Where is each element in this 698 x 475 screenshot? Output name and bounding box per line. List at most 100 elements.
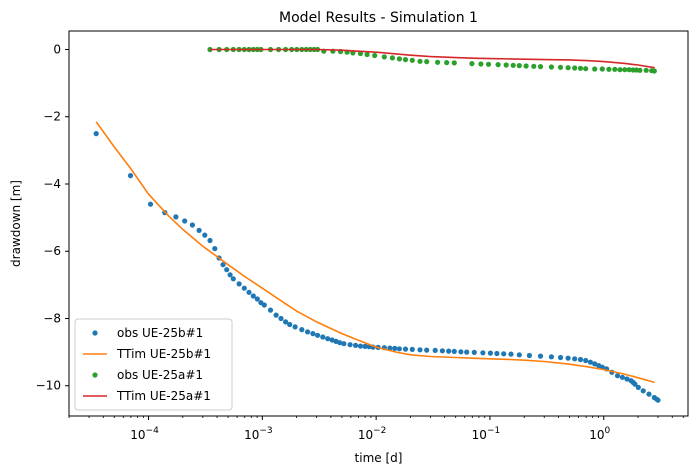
data-point bbox=[402, 346, 409, 352]
data-point bbox=[241, 285, 247, 291]
x-tick-label: 10−2 bbox=[358, 426, 387, 442]
data-point bbox=[357, 343, 364, 349]
data-point bbox=[587, 359, 594, 365]
data-point bbox=[495, 62, 501, 68]
data-point bbox=[622, 67, 628, 73]
data-point bbox=[577, 356, 584, 363]
data-point bbox=[353, 342, 359, 348]
data-point bbox=[537, 353, 544, 359]
y-tick-label: −6 bbox=[43, 244, 61, 258]
data-point bbox=[320, 334, 326, 340]
data-point bbox=[299, 327, 305, 333]
data-point bbox=[469, 61, 475, 67]
data-point bbox=[224, 267, 230, 273]
legend-label: obs UE-25a#1 bbox=[117, 368, 203, 382]
data-point bbox=[93, 131, 99, 137]
data-point bbox=[606, 66, 612, 72]
data-point bbox=[389, 55, 395, 61]
data-point bbox=[577, 65, 584, 71]
data-point bbox=[599, 66, 605, 72]
data-point bbox=[480, 350, 486, 356]
x-tick-label: 100 bbox=[589, 426, 610, 442]
data-point bbox=[417, 58, 423, 64]
legend-box bbox=[74, 318, 233, 411]
legend-item: TTim UE-25a#1 bbox=[83, 389, 211, 403]
data-point bbox=[592, 361, 598, 367]
data-point bbox=[446, 348, 452, 354]
data-point bbox=[292, 324, 298, 330]
data-point bbox=[261, 302, 267, 308]
data-point bbox=[464, 349, 470, 355]
data-point bbox=[182, 218, 188, 224]
data-point bbox=[435, 59, 441, 65]
data-point bbox=[626, 67, 632, 73]
series-line bbox=[210, 48, 655, 69]
legend-label: TTim UE-25a#1 bbox=[116, 389, 211, 403]
x-tick-label: 10−3 bbox=[244, 426, 273, 442]
data-point bbox=[278, 315, 284, 322]
data-point bbox=[341, 341, 347, 347]
chart-title: Model Results - Simulation 1 bbox=[279, 10, 478, 26]
y-tick-label: −2 bbox=[43, 110, 61, 124]
data-point bbox=[310, 331, 316, 337]
data-point bbox=[283, 319, 289, 325]
legend-label: TTim UE-25b#1 bbox=[116, 347, 211, 361]
data-point bbox=[227, 272, 233, 278]
data-point bbox=[494, 350, 500, 357]
data-point bbox=[537, 64, 544, 70]
data-point bbox=[273, 312, 279, 318]
data-point bbox=[557, 354, 564, 361]
legend-item: TTim UE-25b#1 bbox=[83, 347, 211, 361]
data-point bbox=[565, 65, 571, 71]
data-point bbox=[451, 348, 457, 354]
legend-label: obs UE-25b#1 bbox=[117, 326, 203, 340]
data-point bbox=[565, 355, 571, 361]
data-point bbox=[485, 61, 492, 67]
data-point bbox=[220, 262, 226, 268]
data-point bbox=[617, 67, 623, 73]
data-point bbox=[396, 346, 402, 352]
data-point bbox=[424, 59, 430, 65]
data-point bbox=[325, 336, 331, 342]
data-point bbox=[508, 351, 514, 357]
data-point bbox=[236, 281, 242, 287]
data-point bbox=[189, 222, 195, 228]
data-point bbox=[612, 66, 618, 72]
data-point bbox=[510, 62, 516, 68]
x-tick-label: 10−1 bbox=[472, 426, 501, 442]
data-point bbox=[516, 63, 522, 69]
data-point bbox=[409, 57, 415, 63]
y-tick-label: −10 bbox=[36, 379, 61, 393]
series-line bbox=[95, 121, 655, 384]
legend-point-marker bbox=[92, 372, 98, 378]
data-point bbox=[347, 342, 353, 348]
data-point bbox=[487, 350, 493, 356]
data-point bbox=[451, 60, 457, 66]
data-point bbox=[548, 64, 555, 70]
y-tick-label: 0 bbox=[53, 42, 61, 56]
legend-item: obs UE-25a#1 bbox=[92, 368, 203, 382]
data-point bbox=[471, 349, 477, 355]
data-point bbox=[439, 348, 445, 354]
data-point bbox=[640, 388, 646, 394]
data-point bbox=[207, 237, 213, 244]
data-point bbox=[583, 357, 589, 364]
data-point bbox=[329, 337, 335, 343]
data-point bbox=[557, 64, 564, 70]
data-point bbox=[572, 65, 578, 71]
data-point bbox=[364, 51, 370, 58]
data-point bbox=[635, 384, 641, 390]
data-point bbox=[592, 66, 598, 72]
y-tick-label: −4 bbox=[43, 177, 61, 191]
data-point bbox=[147, 201, 154, 207]
x-tick-label: 10−4 bbox=[130, 426, 159, 442]
data-point bbox=[392, 345, 398, 351]
legend: obs UE-25b#1 TTim UE-25b#1 obs UE-25a#1 TTi… bbox=[74, 318, 233, 411]
data-point bbox=[478, 61, 484, 67]
data-point bbox=[643, 67, 649, 73]
data-point bbox=[337, 340, 343, 346]
data-point bbox=[424, 347, 430, 353]
data-point bbox=[646, 391, 652, 397]
data-point bbox=[362, 343, 368, 349]
